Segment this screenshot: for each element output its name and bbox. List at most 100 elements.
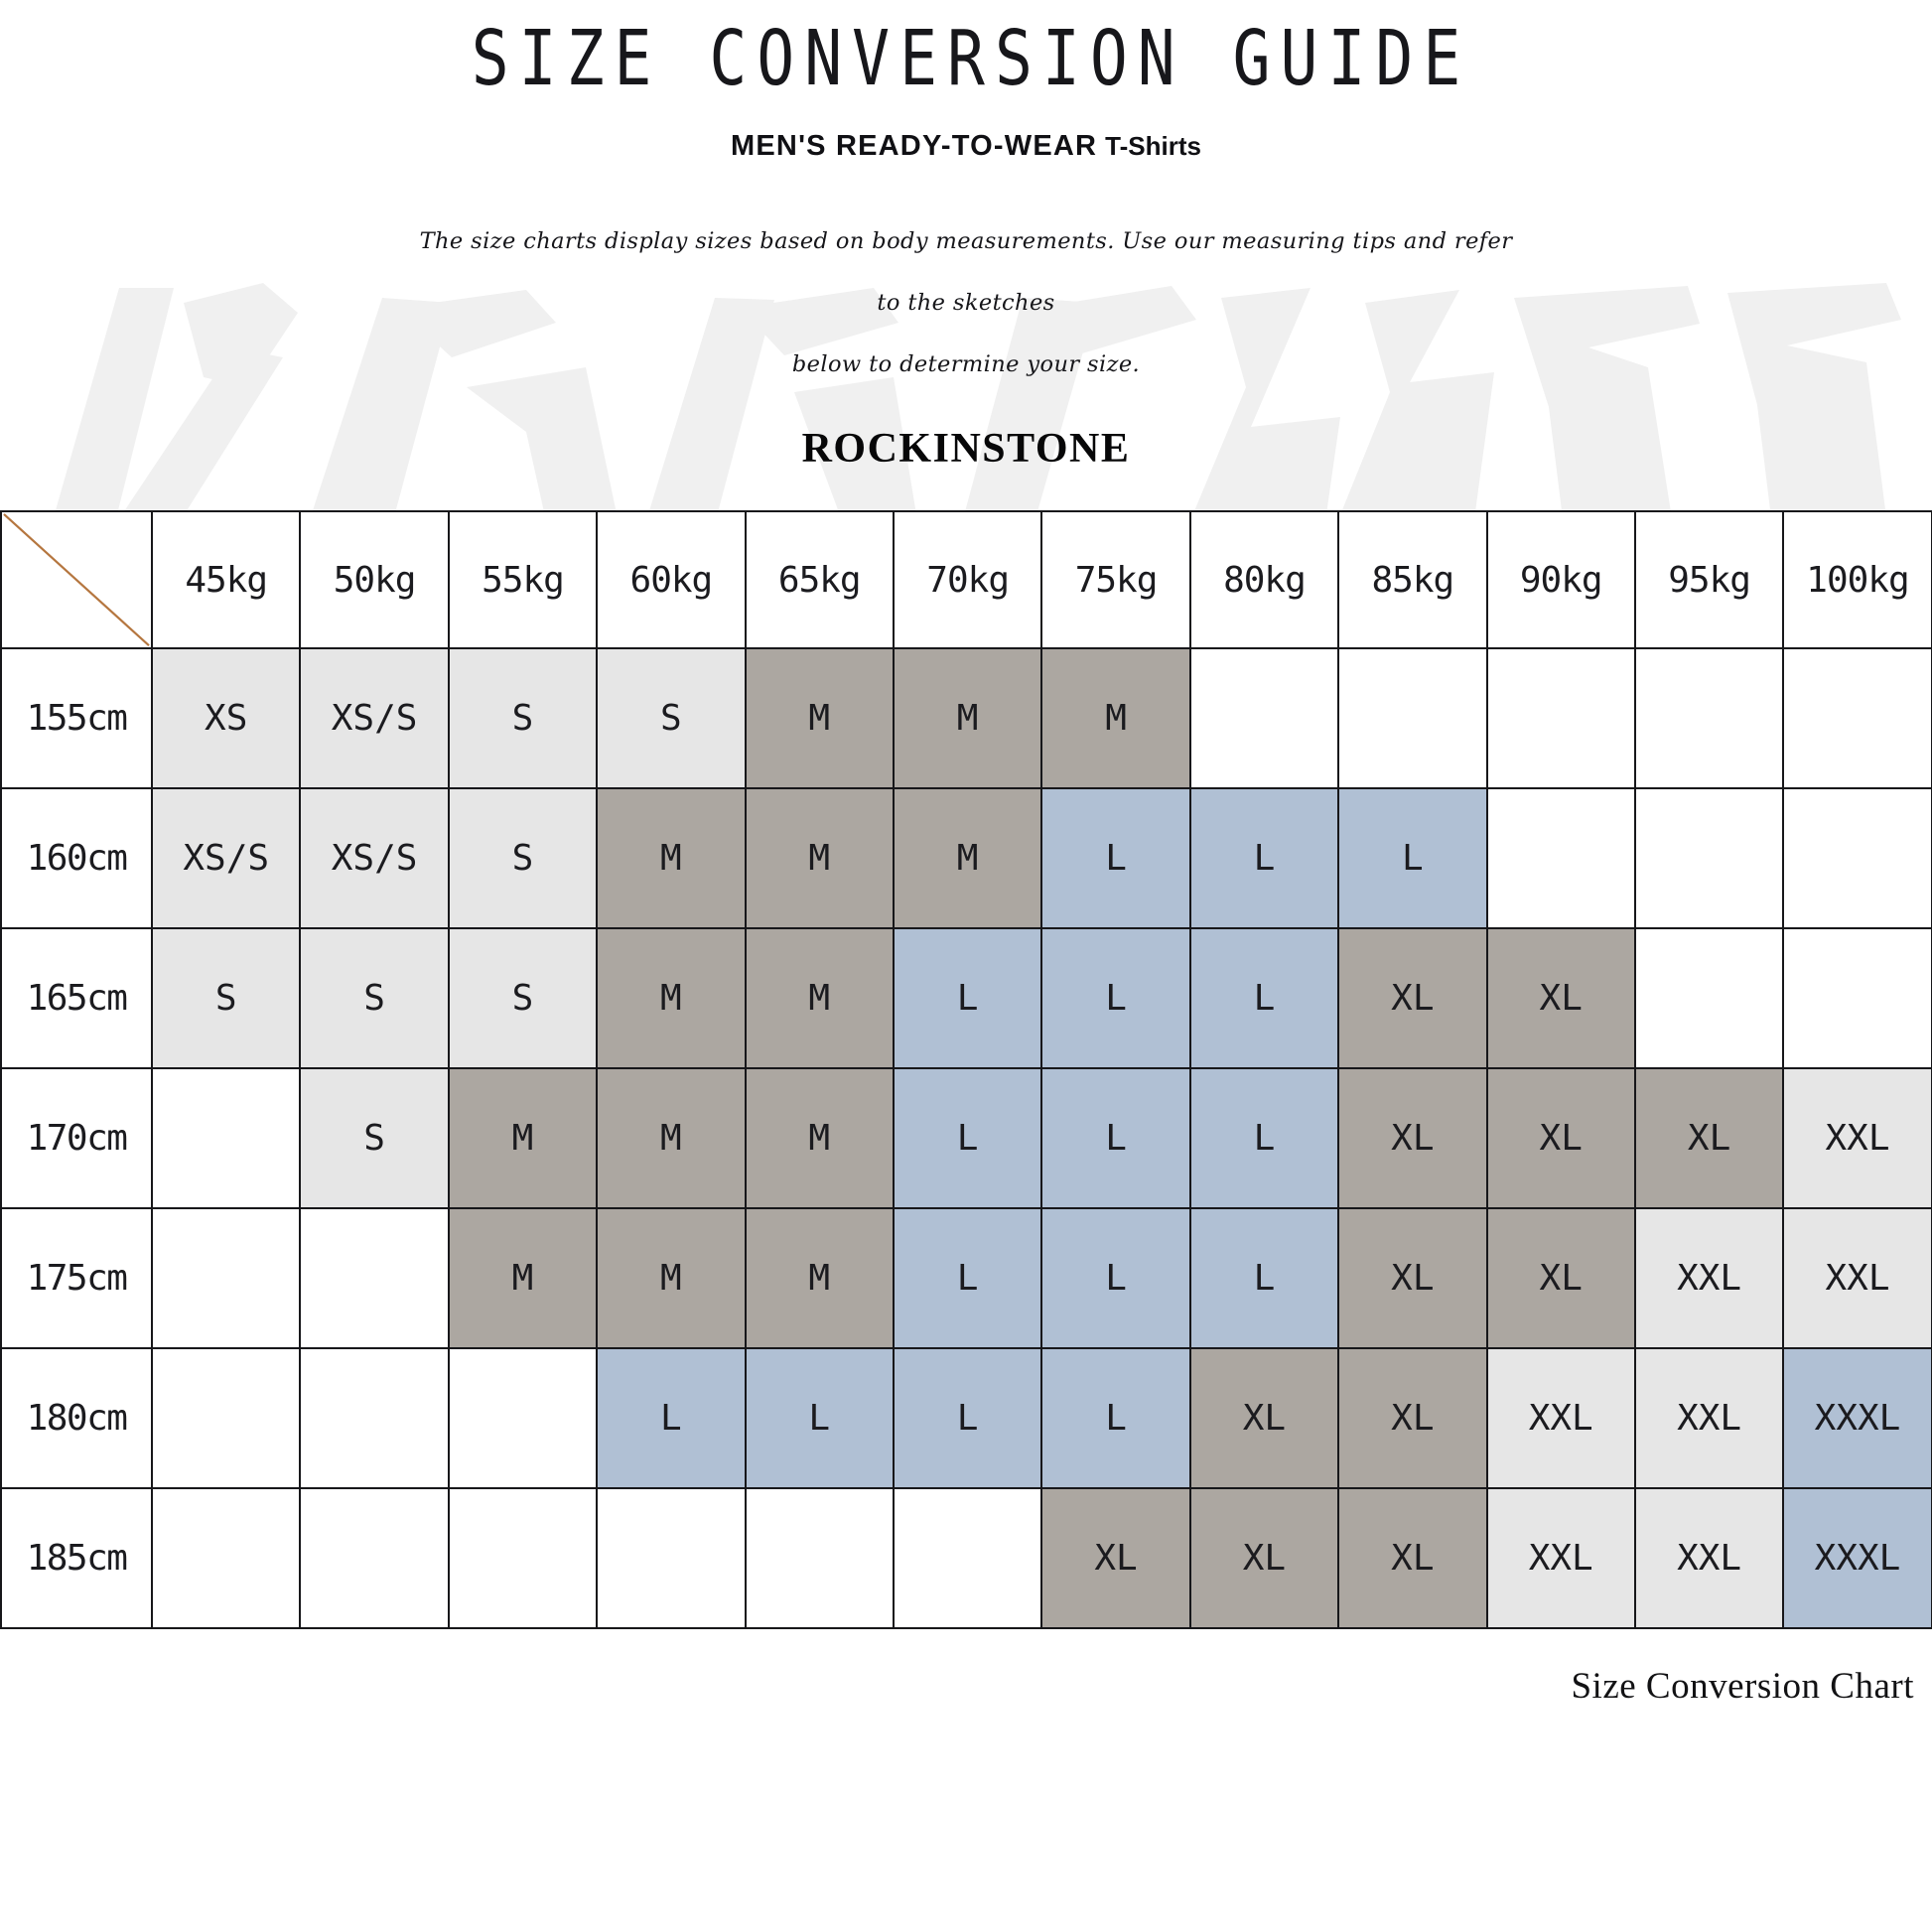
size-cell: M [596,1067,747,1209]
size-cell: S [299,1067,450,1209]
size-cell-empty [1633,647,1785,789]
column-header-weight: 45kg [150,510,302,649]
size-cell-empty [150,1487,302,1629]
size-cell: L [892,927,1043,1069]
size-cell-empty [299,1347,450,1489]
size-cell: XXL [1782,1207,1932,1349]
size-cell: L [892,1067,1043,1209]
column-header-weight: 75kg [1040,510,1191,649]
size-cell-empty [596,1487,747,1629]
column-header-weight: 65kg [744,510,895,649]
size-cell-empty [447,1487,599,1629]
size-cell: S [447,647,599,789]
table-row: 160cm XS/S XS/S S M M M L L L [0,787,1932,929]
size-cell: M [892,647,1043,789]
size-cell-empty [1633,927,1785,1069]
description: The size charts display sizes based on b… [410,210,1522,395]
row-header-height: 165cm [0,927,153,1069]
subtitle-product: T-Shirts [1105,131,1201,161]
size-cell: M [744,1067,895,1209]
size-cell: S [447,787,599,929]
size-cell-empty [892,1487,1043,1629]
table-row: 180cm L L L L XL XL XXL XXL XXXL [0,1347,1932,1489]
column-header-weight: 95kg [1633,510,1785,649]
size-cell: L [596,1347,747,1489]
size-cell: L [892,1347,1043,1489]
size-cell: M [447,1067,599,1209]
size-cell: L [892,1207,1043,1349]
size-cell: XXXL [1782,1347,1932,1489]
size-cell: XL [1485,1207,1636,1349]
size-cell-empty [1633,787,1785,929]
size-cell-empty [1337,647,1488,789]
footer-caption: Size Conversion Chart [1571,1666,1914,1707]
subtitle-category: MEN'S READY-TO-WEAR [731,130,1098,162]
size-cell-empty [447,1347,599,1489]
size-cell: L [1040,1347,1191,1489]
size-cell-empty [150,1067,302,1209]
size-cell-empty [1485,787,1636,929]
column-header-weight: 55kg [447,510,599,649]
size-cell-empty [150,1207,302,1349]
size-cell: M [744,787,895,929]
size-cell: L [1188,787,1340,929]
table-header: 45kg 50kg 55kg 60kg 65kg 70kg 75kg 80kg 85kg 90kg… [0,510,1932,649]
size-cell: L [1040,1067,1191,1209]
size-cell: XL [1337,927,1488,1069]
size-cell: L [1188,1067,1340,1209]
size-cell: S [447,927,599,1069]
corner-cell [0,510,153,649]
size-cell: M [1040,647,1191,789]
size-cell: M [447,1207,599,1349]
size-cell: M [744,1207,895,1349]
size-cell: M [744,927,895,1069]
row-header-height: 185cm [0,1487,153,1629]
size-cell: S [150,927,302,1069]
page-title: SIZE CONVERSION GUIDE [471,14,1471,103]
size-cell: S [596,647,747,789]
size-cell: L [744,1347,895,1489]
size-cell: XL [1633,1067,1785,1209]
size-cell-empty [1782,927,1932,1069]
size-cell: L [1188,1207,1340,1349]
size-cell: M [596,787,747,929]
column-header-weight: 50kg [299,510,450,649]
description-line-2: below to determine your size. [791,351,1141,377]
size-cell: L [1040,927,1191,1069]
size-cell: XL [1337,1067,1488,1209]
size-cell: L [1040,1207,1191,1349]
description-line-1: The size charts display sizes based on b… [419,228,1513,316]
table-row: 175cm M M M L L L XL XL XXL XXL [0,1207,1932,1349]
size-cell: XS [150,647,302,789]
row-header-height: 160cm [0,787,153,929]
size-cell: XL [1485,927,1636,1069]
size-cell: XL [1188,1487,1340,1629]
size-cell: M [892,787,1043,929]
size-cell: XXL [1633,1347,1785,1489]
size-cell: XXL [1633,1207,1785,1349]
size-cell: XS/S [150,787,302,929]
size-cell: S [299,927,450,1069]
table-row: 155cm XS XS/S S S M M M [0,647,1932,789]
column-header-weight: 60kg [596,510,747,649]
header: SIZE CONVERSION GUIDE MEN'S READY-TO-WEA… [0,0,1932,473]
table-body: 155cm XS XS/S S S M M M 160cm XS/S XS/S S M M M L L L 165c… [0,647,1932,1629]
size-cell: XL [1188,1347,1340,1489]
size-cell: M [596,927,747,1069]
diagonal-slash-icon [3,513,150,647]
size-cell: XXL [1782,1067,1932,1209]
row-header-height: 155cm [0,647,153,789]
size-cell: M [744,647,895,789]
brand-name: ROCKINSTONE [801,426,1131,472]
column-header-weight: 100kg [1782,510,1932,649]
size-cell-empty [1188,647,1340,789]
row-header-height: 170cm [0,1067,153,1209]
table-row: 185cm XL XL XL XXL XXL XXXL [0,1487,1932,1629]
size-cell-empty [744,1487,895,1629]
size-cell-empty [299,1207,450,1349]
size-cell: XS/S [299,787,450,929]
size-cell: XXL [1633,1487,1785,1629]
size-cell: XL [1485,1067,1636,1209]
size-cell: XL [1337,1487,1488,1629]
